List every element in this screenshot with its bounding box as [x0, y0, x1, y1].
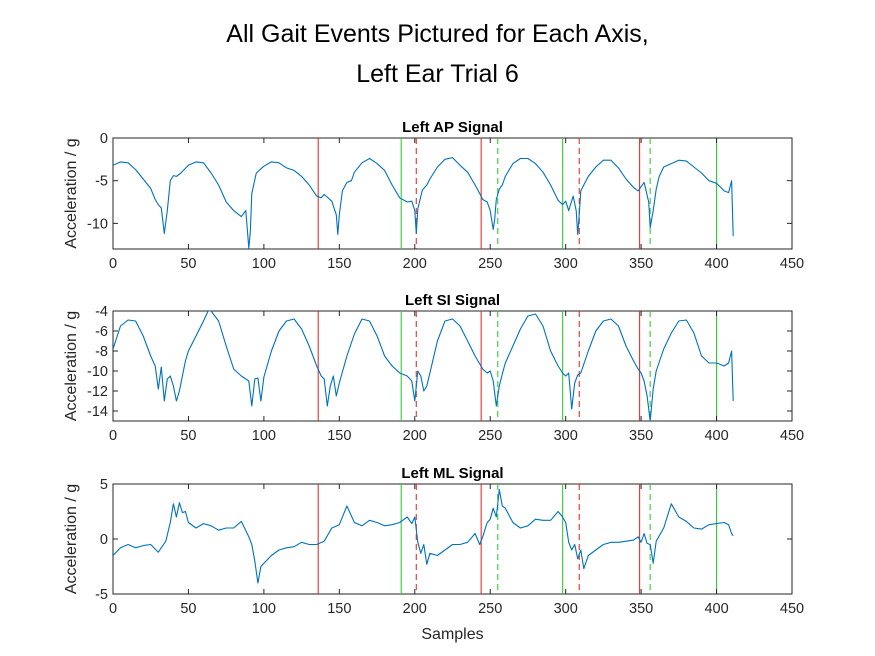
- subplot-title: Left ML Signal: [401, 465, 503, 482]
- x-tick-label: 0: [109, 256, 117, 272]
- x-tick-label: 450: [780, 428, 804, 444]
- y-tick-label: -12: [87, 384, 108, 400]
- x-tick-label: 100: [252, 601, 276, 617]
- y-tick-label: -5: [95, 587, 108, 603]
- figure-title-line-2: Left Ear Trial 6: [356, 60, 519, 88]
- y-tick-label: -14: [87, 404, 108, 420]
- subplot-1: 0 50 100 150 200 250 300 350 400 450 0 -5 -10 Left AP…: [63, 119, 804, 272]
- x-tick-label: 200: [403, 601, 427, 617]
- axes-box: [112, 137, 793, 250]
- x-tick-label: 450: [780, 256, 804, 272]
- figure-title-line-1: All Gait Events Pictured for Each Axis,: [226, 20, 648, 48]
- x-tick-label: 400: [704, 256, 728, 272]
- x-tick-label: 200: [403, 428, 427, 444]
- plot-area: [113, 138, 734, 249]
- x-tick-label: 250: [478, 428, 502, 444]
- plot-area: [113, 311, 734, 421]
- x-tick-label: 50: [180, 256, 196, 272]
- subplot-title: Left SI Signal: [405, 292, 500, 309]
- x-tick-label: 50: [180, 601, 196, 617]
- y-tick-label: 5: [100, 477, 108, 493]
- x-tick-label: 150: [327, 256, 351, 272]
- x-tick-label: 50: [180, 428, 196, 444]
- x-tick-label: 0: [109, 428, 117, 444]
- x-tick-label: 300: [554, 428, 578, 444]
- y-tick-label: -10: [87, 364, 108, 380]
- x-tick-label: 350: [629, 428, 653, 444]
- y-tick-label: -8: [95, 344, 108, 360]
- subplot-2: 0 50 100 150 200 250 300 350 400 450 -4 -6 -8 -10 -12 -…: [63, 292, 804, 444]
- x-tick-label: 150: [327, 601, 351, 617]
- x-tick-label: 250: [478, 256, 502, 272]
- y-tick-label: -6: [95, 324, 108, 340]
- y-axis-label: Acceleration / g: [63, 311, 80, 421]
- y-axis-label: Acceleration / g: [63, 138, 80, 248]
- signal-line: [113, 311, 734, 421]
- subplot-title: Left AP Signal: [402, 119, 503, 136]
- plot-area: [113, 484, 734, 594]
- signal-line: [113, 157, 734, 249]
- x-tick-label: 150: [327, 428, 351, 444]
- axes-box: [112, 310, 793, 422]
- x-tick-label: 400: [704, 601, 728, 617]
- y-tick-label: -4: [95, 304, 108, 320]
- x-tick-label: 250: [478, 601, 502, 617]
- x-tick-label: 300: [554, 256, 578, 272]
- x-tick-label: 200: [403, 256, 427, 272]
- x-tick-label: 100: [252, 428, 276, 444]
- y-tick-label: -5: [95, 174, 108, 190]
- x-axis-label: Samples: [421, 626, 483, 643]
- y-tick-label: 0: [100, 131, 108, 147]
- x-tick-label: 400: [704, 428, 728, 444]
- signal-line: [113, 488, 734, 584]
- x-tick-label: 350: [629, 601, 653, 617]
- y-axis-label: Acceleration / g: [63, 484, 80, 594]
- y-tick-label: 0: [100, 532, 108, 548]
- y-tick-label: -10: [87, 216, 108, 232]
- x-tick-label: 300: [554, 601, 578, 617]
- x-tick-label: 100: [252, 256, 276, 272]
- x-tick-label: 450: [780, 601, 804, 617]
- x-tick-label: 350: [629, 256, 653, 272]
- axes-box: [112, 483, 793, 595]
- x-tick-label: 0: [109, 601, 117, 617]
